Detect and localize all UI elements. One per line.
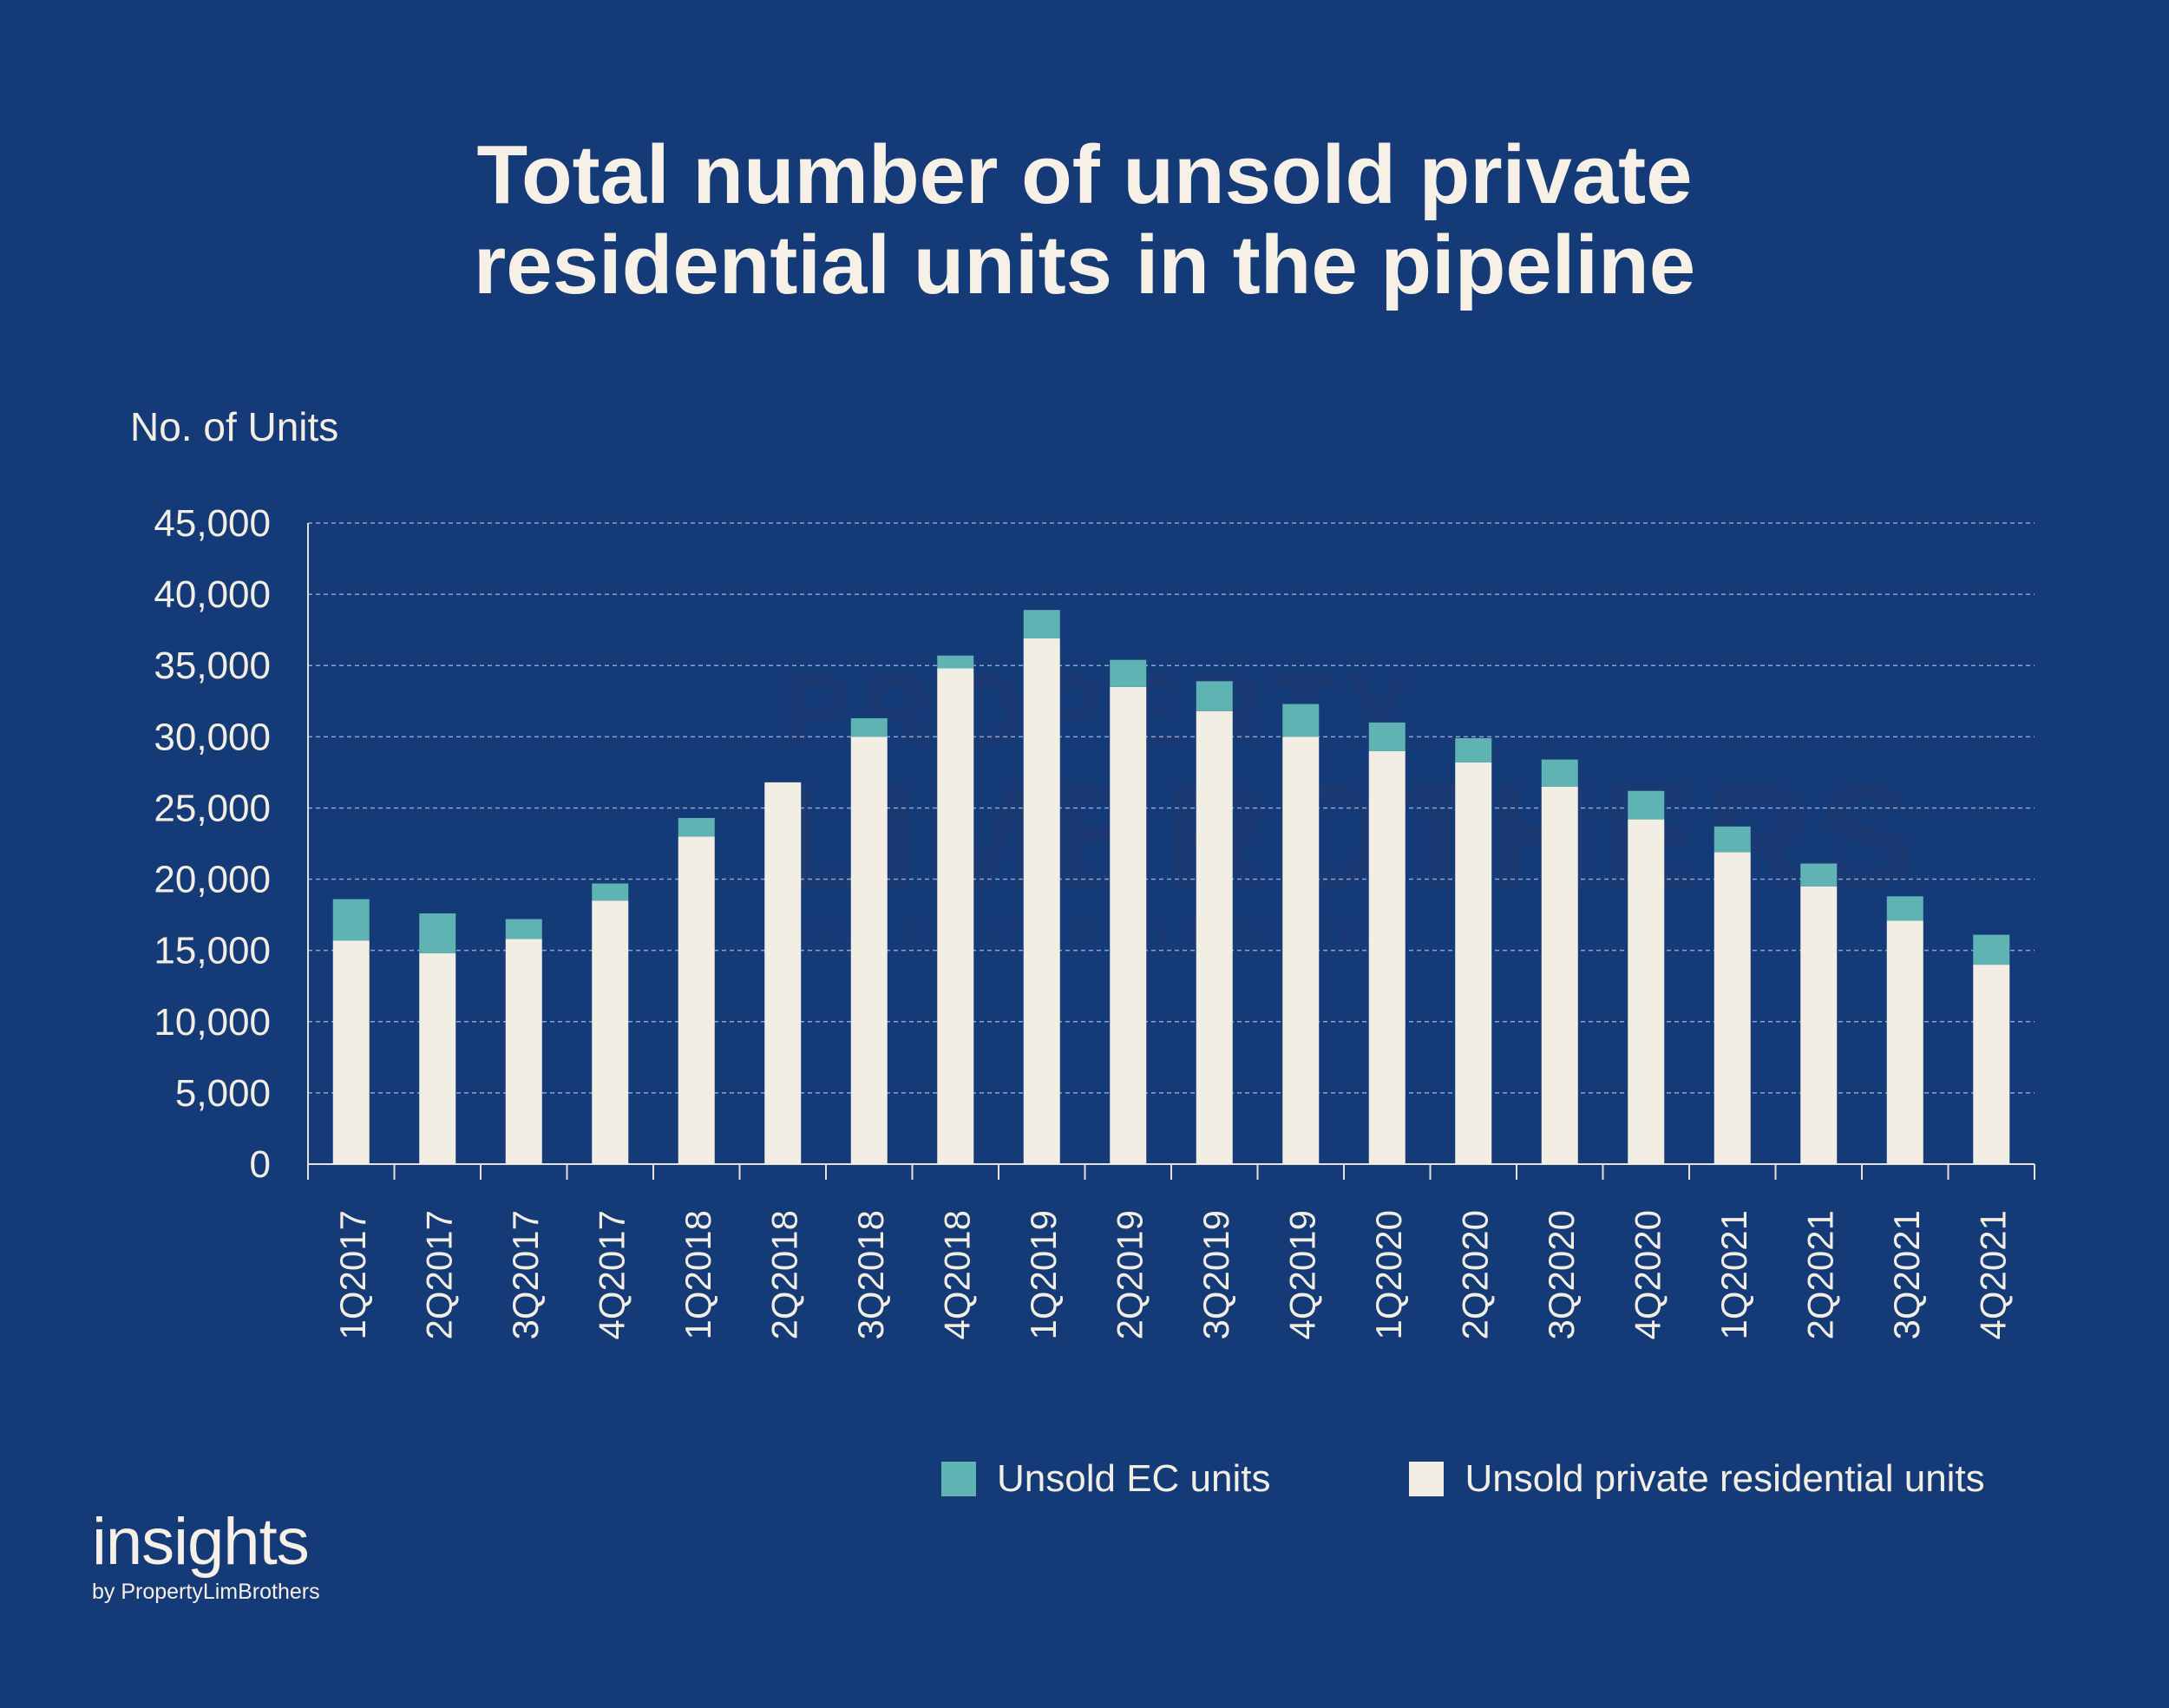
x-tick-label: 3Q2017 [505,1210,546,1339]
y-tick-label: 30,000 [154,716,271,758]
bar-ec [1541,759,1578,787]
x-tick-label: 3Q2019 [1196,1210,1236,1339]
x-tick-label: 1Q2019 [1023,1210,1064,1339]
bar-private [332,940,370,1164]
bar-ec [850,717,888,737]
x-tick-label: 3Q2018 [850,1210,891,1339]
bar-private [850,736,888,1164]
legend-item-private: Unsold private residential units [1409,1457,1985,1501]
x-tick-label: 2Q2018 [763,1210,804,1339]
bar-ec [419,913,456,953]
x-tick-label: 4Q2017 [591,1210,632,1339]
x-tick-label: 1Q2020 [1368,1210,1409,1339]
y-tick-label: 0 [250,1143,271,1186]
bar-ec [937,655,974,669]
bar-private [1541,786,1578,1164]
chart-title-line2: residential units in the pipeline [473,219,1696,311]
bar-private [1282,736,1320,1164]
bar-private [1973,965,2010,1164]
bar-ec [1714,826,1751,853]
bar-private [1628,819,1665,1164]
y-tick-label: 15,000 [154,930,271,972]
bar-ec [332,899,370,941]
x-tick-label: 2Q2021 [1799,1210,1840,1339]
bar-private [1023,638,1060,1164]
y-tick-label: 35,000 [154,645,271,687]
x-tick-label: 4Q2021 [1972,1210,2013,1339]
legend-item-ec: Unsold EC units [941,1457,1270,1501]
bar-private [1110,686,1147,1164]
bar-private [592,900,629,1164]
legend-swatch-ec [941,1462,976,1496]
x-tick-label: 2Q2019 [1109,1210,1150,1339]
bar-private [419,952,456,1164]
bar-ec [1973,934,2010,965]
y-tick-label: 20,000 [154,859,271,901]
x-tick-label: 3Q2021 [1886,1210,1927,1339]
bar-ec [1800,863,1838,887]
brand-logo: insights by PropertyLimBrothers [92,1508,320,1607]
legend: Unsold EC units Unsold private residenti… [941,1457,1985,1501]
bar-private [505,939,542,1164]
bar-ec [1455,737,1492,762]
legend-label-private: Unsold private residential units [1465,1457,1985,1500]
bar-private [1196,710,1233,1164]
bar-private [937,668,974,1164]
bar-ec [1110,659,1147,687]
x-tick-label: 1Q2021 [1714,1210,1754,1339]
bar-ec [1196,681,1233,711]
x-tick-label: 3Q2020 [1541,1210,1582,1339]
bar-ec [678,817,715,837]
x-tick-label: 4Q2018 [936,1210,977,1339]
y-tick-label: 10,000 [154,1001,271,1044]
chart-title-line1: Total number of unsold private [476,128,1693,221]
bar-ec [1282,703,1320,737]
bar-private [678,836,715,1164]
y-axis-label: No. of Units [130,404,339,449]
x-tick-label: 1Q2017 [332,1210,373,1339]
x-tick-label: 2Q2020 [1454,1210,1495,1339]
bar-private [1368,750,1406,1164]
y-tick-label: 5,000 [175,1072,271,1115]
brand-name: insights [92,1505,310,1579]
y-tick-label: 40,000 [154,573,271,616]
bar-ec [1023,610,1060,639]
bar-ec [1886,896,1923,921]
bar-private [1886,920,1923,1164]
bar-private [1800,886,1838,1164]
bar-ec [505,919,542,939]
chart-title: Total number of unsold private residenti… [0,130,2169,311]
x-tick-label: 1Q2018 [678,1210,718,1339]
bar-private [1714,852,1751,1164]
x-tick-label: 4Q2019 [1281,1210,1322,1339]
bar-private [764,782,802,1164]
legend-swatch-private [1409,1462,1445,1496]
y-tick-label: 45,000 [154,502,271,545]
bar-ec [1368,722,1406,751]
bar-private [1455,762,1492,1164]
legend-label-ec: Unsold EC units [997,1457,1271,1500]
bar-ec [1628,790,1665,820]
x-tick-label: 4Q2020 [1627,1210,1668,1339]
brand-byline: by PropertyLimBrothers [92,1580,320,1604]
bar-ec [592,883,629,901]
y-tick-label: 25,000 [154,787,271,829]
x-tick-label: 2Q2017 [418,1210,459,1339]
